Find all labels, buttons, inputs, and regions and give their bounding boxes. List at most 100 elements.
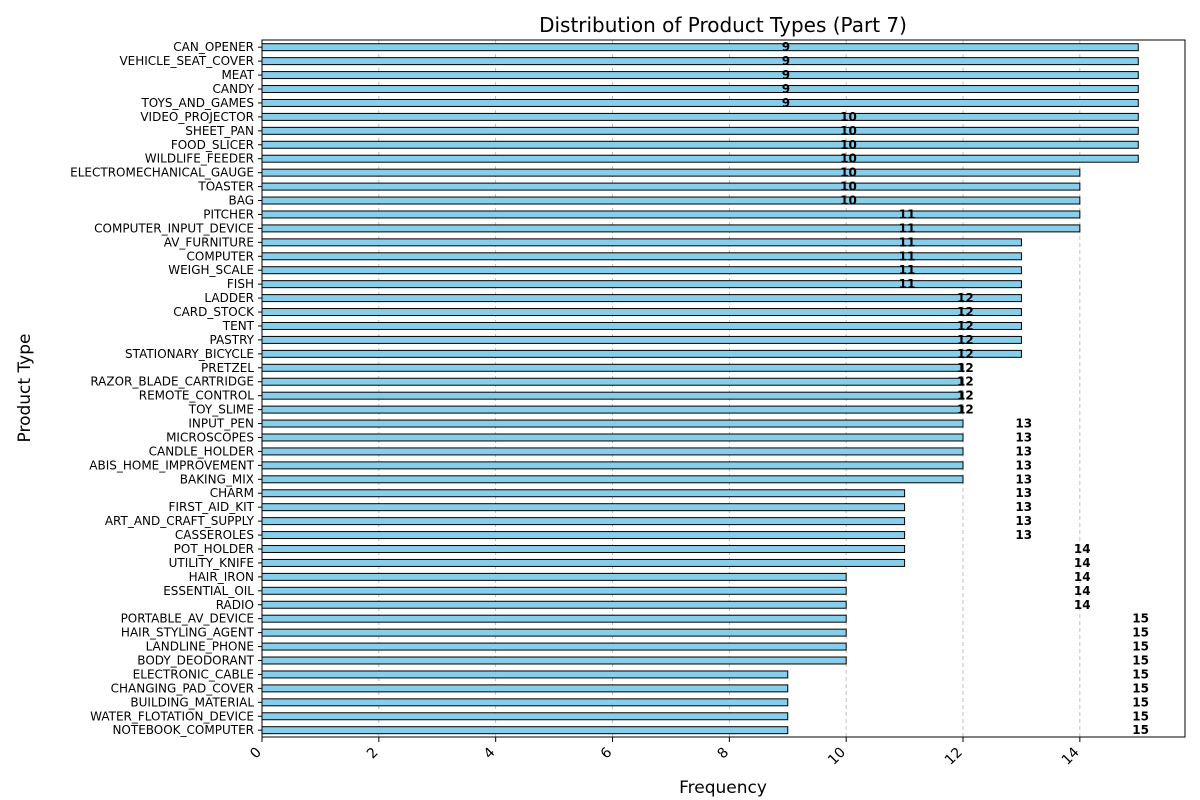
- category-label: LADDER: [204, 291, 254, 305]
- plot-frame: [261, 39, 1186, 738]
- bar: [261, 112, 1139, 121]
- category-label: HAIR_STYLING_AGENT: [121, 626, 255, 640]
- data-label: 10: [840, 124, 857, 138]
- category-label: COMPUTER: [187, 249, 254, 263]
- data-label: 11: [899, 235, 916, 249]
- bar: [261, 461, 964, 470]
- category-label: ELECTROMECHANICAL_GAUGE: [70, 166, 254, 180]
- data-label: 11: [899, 221, 916, 235]
- bar: [261, 433, 964, 442]
- data-label: 12: [957, 305, 974, 319]
- category-label: WEIGH_SCALE: [168, 263, 254, 277]
- category-label: ART_AND_CRAFT_SUPPLY: [105, 514, 255, 528]
- bars: [261, 43, 1139, 735]
- data-label: 13: [1015, 417, 1032, 431]
- category-label: CARD_STOCK: [173, 305, 255, 319]
- category-label: POT_HOLDER: [174, 542, 254, 556]
- bar: [261, 85, 1139, 94]
- bar: [261, 684, 789, 693]
- data-label: 13: [1015, 500, 1032, 514]
- data-label: 15: [1132, 681, 1149, 695]
- data-label: 9: [782, 82, 790, 96]
- category-label: NOTEBOOK_COMPUTER: [112, 723, 254, 737]
- category-label: PORTABLE_AV_DEVICE: [121, 612, 254, 626]
- category-label: TOASTER: [197, 180, 254, 194]
- bar: [261, 642, 847, 651]
- data-label: 14: [1074, 584, 1091, 598]
- bar: [261, 405, 964, 414]
- bar: [261, 182, 1081, 191]
- data-label: 9: [782, 54, 790, 68]
- bar: [261, 531, 906, 540]
- bar: [261, 614, 847, 623]
- category-label: PITCHER: [203, 207, 254, 221]
- category-label: WILDLIFE_FEEDER: [145, 152, 254, 166]
- data-label: 12: [957, 375, 974, 389]
- category-label: BUILDING_MATERIAL: [130, 695, 254, 709]
- category-label: CHARM: [210, 486, 254, 500]
- category-label: MEAT: [221, 68, 254, 82]
- data-label: 11: [899, 207, 916, 221]
- category-label: CHANGING_PAD_COVER: [111, 681, 254, 695]
- category-label: STATIONARY_BICYCLE: [125, 347, 254, 361]
- y-axis-label: Product Type: [15, 334, 35, 443]
- data-label: 12: [957, 403, 974, 417]
- bar: [261, 628, 847, 637]
- data-label: 13: [1015, 514, 1032, 528]
- category-label: FIRST_AID_KIT: [169, 500, 255, 514]
- bar: [261, 726, 789, 735]
- data-label: 14: [1074, 556, 1091, 570]
- category-label: ABIS_HOME_IMPROVEMENT: [89, 458, 254, 472]
- data-label: 12: [957, 319, 974, 333]
- category-label: COMPUTER_INPUT_DEVICE: [94, 221, 254, 235]
- data-label: 13: [1015, 444, 1032, 458]
- data-label: 10: [840, 152, 857, 166]
- data-label: 13: [1015, 430, 1032, 444]
- bar: [261, 140, 1139, 149]
- data-label: 9: [782, 68, 790, 82]
- data-label: 12: [957, 361, 974, 375]
- bar: [261, 335, 1022, 344]
- category-label: INPUT_PEN: [188, 417, 254, 431]
- bar: [261, 377, 964, 386]
- category-label: WATER_FLOTATION_DEVICE: [90, 709, 254, 723]
- data-label: 15: [1132, 654, 1149, 668]
- category-label: BAG: [228, 194, 254, 208]
- category-label: AV_FURNITURE: [164, 235, 254, 249]
- bar: [261, 210, 1081, 219]
- category-label: TOY_SLIME: [188, 403, 254, 417]
- category-label: MICROSCOPES: [166, 430, 254, 444]
- bar: [261, 71, 1139, 80]
- data-label: 11: [899, 277, 916, 291]
- data-label: 15: [1132, 709, 1149, 723]
- bar: [261, 308, 1022, 317]
- data-label: 14: [1074, 598, 1091, 612]
- data-label: 9: [782, 96, 790, 110]
- data-label: 15: [1132, 612, 1149, 626]
- category-label: UTILITY_KNIFE: [169, 556, 254, 570]
- data-label: 15: [1132, 667, 1149, 681]
- data-label: 11: [899, 263, 916, 277]
- data-label: 13: [1015, 486, 1032, 500]
- data-label: 12: [957, 291, 974, 305]
- bar: [261, 43, 1139, 52]
- bar: [261, 475, 964, 484]
- bar: [261, 517, 906, 526]
- category-label: PASTRY: [209, 333, 254, 347]
- category-label: ESSENTIAL_OIL: [163, 584, 254, 598]
- bar: [261, 57, 1139, 66]
- bar: [261, 656, 847, 665]
- data-label: 12: [957, 389, 974, 403]
- category-label: LANDLINE_PHONE: [146, 640, 254, 654]
- bar: [261, 447, 964, 456]
- bar: [261, 168, 1081, 177]
- category-label: FISH: [227, 277, 254, 291]
- category-label: CANDY: [213, 82, 255, 96]
- data-label: 12: [957, 347, 974, 361]
- category-label: ELECTRONIC_CABLE: [133, 667, 254, 681]
- bar: [261, 391, 964, 400]
- category-label: REMOTE_CONTROL: [139, 389, 255, 403]
- bar: [261, 321, 1022, 330]
- chart-title: Distribution of Product Types (Part 7): [539, 13, 907, 37]
